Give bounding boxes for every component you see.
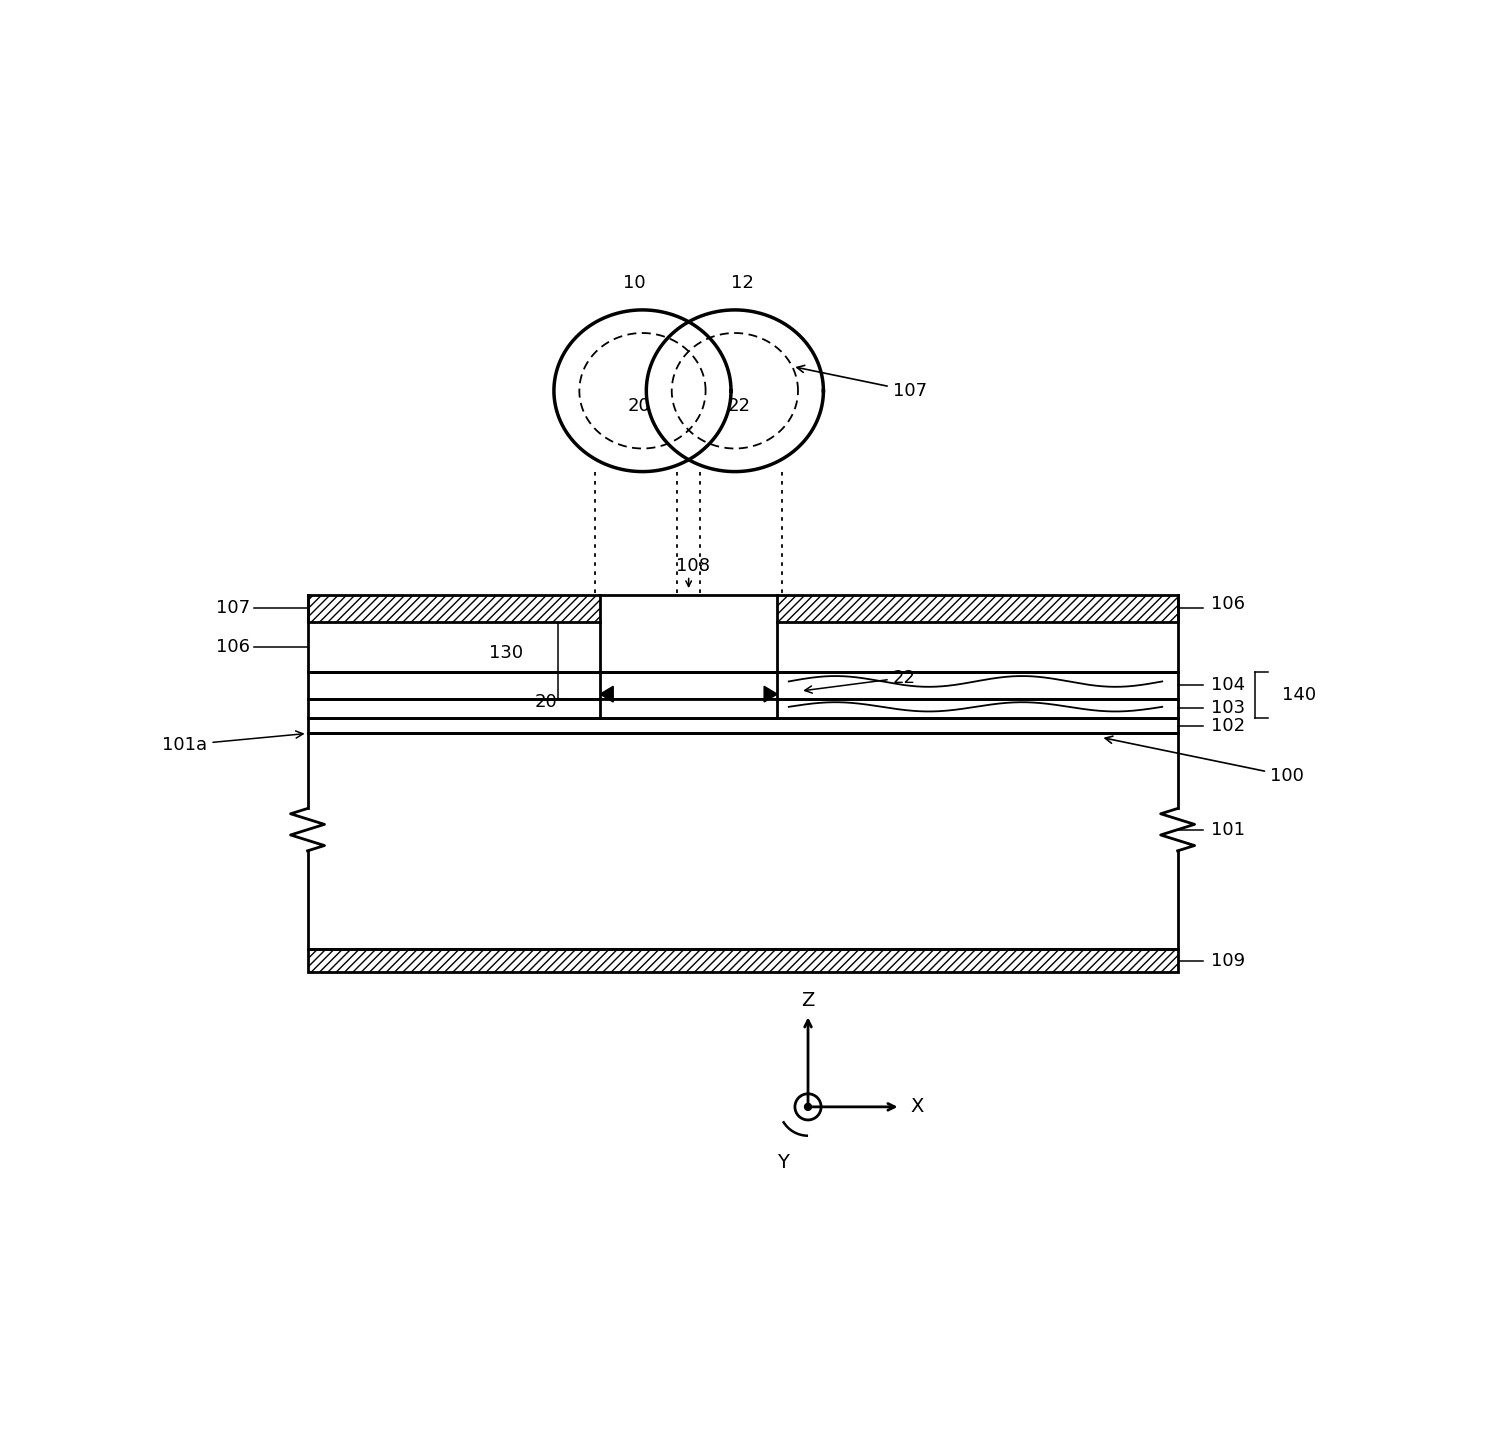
Text: 109: 109 (1211, 952, 1245, 969)
Text: 102: 102 (1211, 717, 1245, 734)
Bar (307, 949, 1178, 972)
Text: Y: Y (777, 1153, 789, 1172)
Text: 22: 22 (804, 668, 916, 693)
Text: 108: 108 (676, 556, 709, 575)
Text: Z: Z (801, 991, 815, 1010)
Text: 10: 10 (623, 274, 646, 293)
Text: 104: 104 (1211, 677, 1245, 694)
Text: 107: 107 (797, 366, 926, 400)
Circle shape (804, 1103, 812, 1110)
Polygon shape (764, 687, 777, 703)
Text: 20: 20 (626, 397, 651, 416)
Text: 106: 106 (1211, 595, 1245, 614)
Text: 22: 22 (727, 397, 750, 416)
Text: 20: 20 (535, 693, 557, 711)
Text: 100: 100 (1105, 736, 1304, 784)
Text: 107: 107 (215, 599, 250, 617)
Text: 140: 140 (1282, 685, 1316, 704)
Text: 101a: 101a (163, 731, 303, 754)
Bar (307, 595, 599, 622)
Text: 130: 130 (489, 644, 523, 661)
Text: 103: 103 (1211, 700, 1245, 717)
Bar (777, 595, 1178, 622)
Text: 12: 12 (730, 274, 755, 293)
Polygon shape (599, 687, 613, 703)
Text: 106: 106 (215, 638, 250, 655)
Text: X: X (911, 1097, 925, 1116)
Text: 101: 101 (1211, 820, 1245, 839)
